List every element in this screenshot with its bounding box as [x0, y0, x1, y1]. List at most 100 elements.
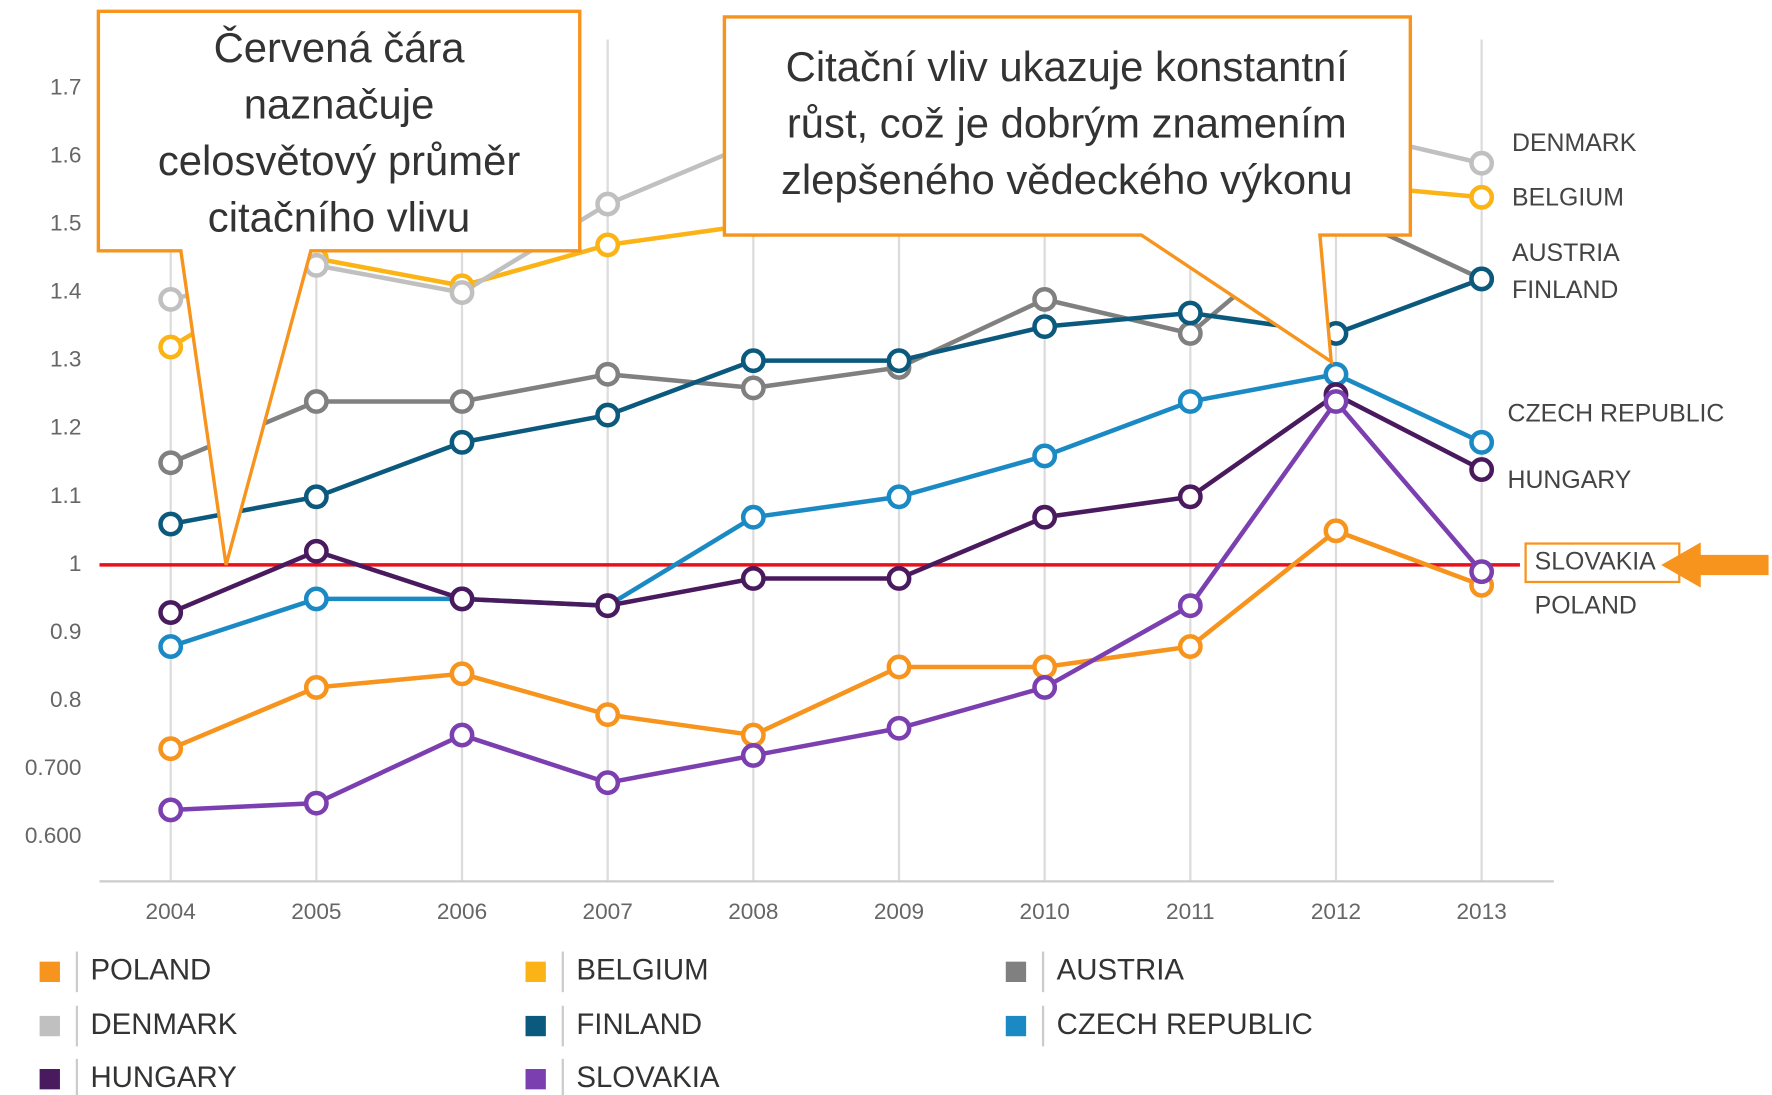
point: [595, 770, 621, 796]
legend-label: FINLAND: [576, 1008, 702, 1041]
point: [303, 484, 329, 510]
point: [740, 375, 766, 401]
labels: POLAND BELGIUM AUSTRIA DENMARK FINLAND CZECH …: [1508, 129, 1725, 619]
point: [1032, 504, 1058, 530]
annotation-line: celosvětový průměr: [158, 137, 520, 184]
y-tick-label: 1: [69, 551, 82, 576]
y-tick-label: 1.4: [50, 279, 81, 304]
point: [158, 286, 184, 312]
legend-swatch: [1005, 961, 1027, 982]
point: [449, 661, 475, 687]
annotation-line: Červená čára: [214, 24, 466, 71]
point: [886, 715, 912, 741]
end-label: AUSTRIA: [1512, 239, 1620, 267]
y-tick-label: 0.8: [50, 687, 81, 712]
point: [449, 389, 475, 414]
point: [303, 790, 329, 816]
point: [595, 191, 621, 217]
point: [1469, 457, 1495, 483]
point: [1469, 429, 1495, 455]
legend-swatch: [39, 1069, 60, 1090]
point: [595, 361, 621, 387]
point: [158, 450, 184, 476]
x-tick-label: 2007: [583, 899, 633, 924]
point: [1323, 389, 1349, 414]
legend-label: HUNGARY: [90, 1061, 236, 1094]
point: [1469, 150, 1495, 176]
point: [886, 566, 912, 591]
end-label: FINLAND: [1512, 276, 1618, 304]
point: [886, 348, 912, 374]
point: [740, 566, 766, 591]
point: [1177, 389, 1203, 414]
arrow: [1661, 542, 1769, 588]
series-line: [169, 528, 1483, 751]
point: [158, 600, 184, 625]
end-label: POLAND: [1535, 591, 1637, 619]
legend-label: POLAND: [90, 954, 211, 987]
point: [595, 702, 621, 728]
y-tick-label: 1.7: [50, 74, 81, 99]
y-tick-label: 1.6: [50, 142, 81, 167]
point: [158, 334, 184, 360]
legend-label: BELGIUM: [576, 954, 708, 987]
x-tick-label: 2011: [1166, 899, 1215, 924]
y-tick-label: 1.3: [50, 347, 81, 372]
point: [1177, 593, 1203, 619]
point: [303, 538, 329, 564]
point: [303, 674, 329, 700]
series-line: [170, 397, 1484, 813]
legend-swatch: [525, 1015, 546, 1037]
point: [1177, 634, 1203, 659]
annotation-line: růst, což je dobrým znamením: [787, 100, 1347, 147]
point: [449, 280, 475, 306]
end-label: HUNGARY: [1508, 466, 1632, 494]
y-tick-label: 1.5: [50, 210, 81, 235]
point: [740, 743, 766, 768]
annotation-line: zlepšeného vědeckého výkonu: [781, 156, 1353, 203]
x-tick-label: 2009: [874, 899, 924, 924]
point: [303, 586, 329, 612]
point: [595, 593, 621, 619]
point: [1323, 361, 1349, 387]
point: [740, 348, 766, 374]
end-label: DENMARK: [1512, 129, 1637, 157]
point: [158, 511, 184, 537]
point: [886, 484, 912, 510]
series-line: [170, 276, 1483, 527]
point: [1032, 286, 1058, 312]
point: [1177, 484, 1203, 510]
end-label: BELGIUM: [1512, 183, 1624, 211]
legend-swatch: [525, 961, 546, 982]
legend-swatch: [39, 961, 60, 982]
end-label: SLOVAKIA: [1535, 547, 1657, 575]
point: [740, 722, 766, 748]
y-tick-label: 0.600: [25, 823, 82, 848]
point: [740, 504, 766, 530]
legend-swatch: [1005, 1015, 1027, 1037]
x-tick-label: 2013: [1457, 899, 1507, 924]
callout-box: [722, 15, 1413, 365]
point: [1469, 184, 1495, 210]
legend-label: AUSTRIA: [1057, 954, 1185, 987]
y-tick-label: 0.700: [25, 755, 82, 780]
point: [1177, 320, 1203, 346]
x-tick-label: 2006: [437, 899, 487, 924]
point: [1032, 654, 1058, 680]
end-label: CZECH REPUBLIC: [1508, 399, 1725, 427]
point: [1177, 300, 1203, 326]
annotation-line: citačního vlivu: [208, 193, 471, 240]
annotation-line: Citační vliv ukazuje konstantní: [786, 43, 1349, 90]
point: [1032, 314, 1058, 340]
legend: POLAND BELGIUM AUSTRIA DENMARK FINLAND CZECH …: [39, 951, 1313, 1095]
legend-label: CZECH REPUBLIC: [1057, 1008, 1313, 1041]
point: [1469, 266, 1495, 292]
callout-box: [96, 9, 582, 566]
legend-swatch: [39, 1015, 60, 1037]
x-tick-label: 2008: [728, 899, 778, 924]
point: [449, 586, 475, 612]
point: [158, 736, 184, 762]
x-tick-label: 2010: [1020, 899, 1070, 924]
x-tick-label: 2012: [1311, 899, 1361, 924]
